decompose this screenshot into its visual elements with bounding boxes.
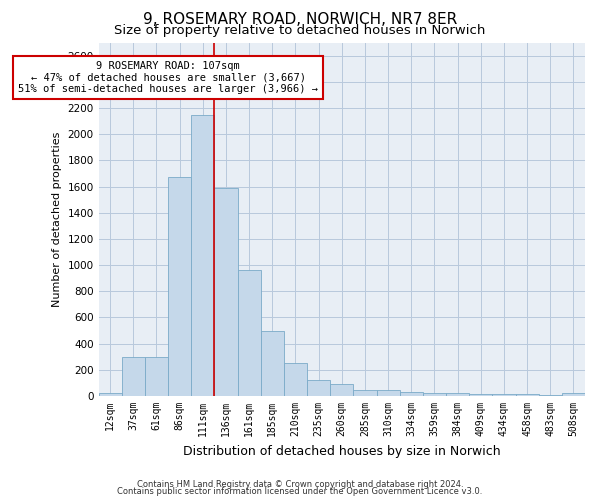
Bar [400, 392, 423, 396]
Bar [284, 364, 307, 396]
Bar [307, 380, 330, 396]
Y-axis label: Number of detached properties: Number of detached properties [52, 132, 62, 307]
Text: 9, ROSEMARY ROAD, NORWICH, NR7 8ER: 9, ROSEMARY ROAD, NORWICH, NR7 8ER [143, 12, 457, 28]
Text: 9 ROSEMARY ROAD: 107sqm
← 47% of detached houses are smaller (3,667)
51% of semi: 9 ROSEMARY ROAD: 107sqm ← 47% of detache… [18, 61, 318, 94]
Bar [145, 358, 168, 396]
Bar [168, 178, 191, 396]
Bar [469, 394, 493, 396]
Bar [98, 393, 122, 396]
Bar [423, 393, 446, 396]
Text: Size of property relative to detached houses in Norwich: Size of property relative to detached ho… [115, 24, 485, 37]
Text: Contains HM Land Registry data © Crown copyright and database right 2024.: Contains HM Land Registry data © Crown c… [137, 480, 463, 489]
Bar [377, 390, 400, 396]
X-axis label: Distribution of detached houses by size in Norwich: Distribution of detached houses by size … [183, 444, 500, 458]
Bar [446, 394, 469, 396]
Bar [261, 330, 284, 396]
Bar [214, 188, 238, 396]
Bar [493, 394, 515, 396]
Text: Contains public sector information licensed under the Open Government Licence v3: Contains public sector information licen… [118, 487, 482, 496]
Bar [562, 394, 585, 396]
Bar [122, 358, 145, 396]
Bar [191, 114, 214, 396]
Bar [515, 394, 539, 396]
Bar [353, 390, 377, 396]
Bar [539, 395, 562, 396]
Bar [330, 384, 353, 396]
Bar [238, 270, 261, 396]
